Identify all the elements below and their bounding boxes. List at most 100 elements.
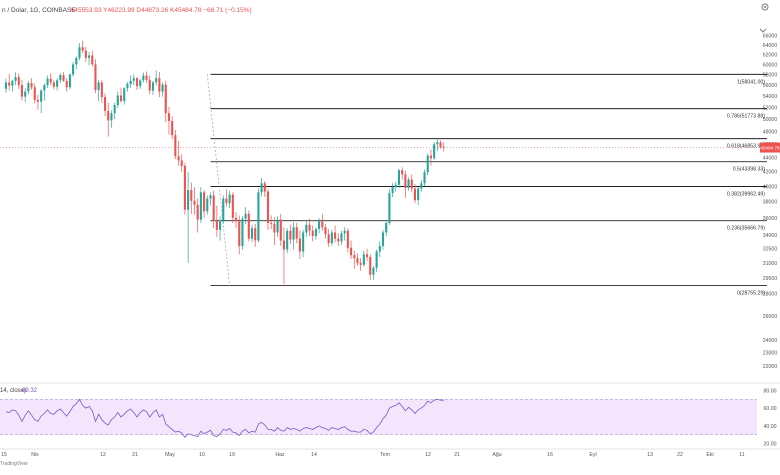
candle [142, 72, 145, 83]
candle-body [139, 80, 142, 87]
candle [78, 43, 81, 61]
candle [27, 80, 30, 95]
candle-body [439, 142, 442, 147]
candle-body [11, 80, 14, 86]
rsi-tick-label: 60.00 [764, 406, 777, 412]
candle-body [56, 80, 59, 87]
candle-body [404, 174, 407, 188]
candle [282, 227, 286, 284]
candle [46, 75, 49, 88]
candle [330, 229, 333, 246]
candle [305, 219, 308, 237]
fib-retracement[interactable]: 1(58041.00) 0.786(51773.88) 0.618(46853.90… [206, 73, 767, 296]
candle-body [436, 142, 439, 145]
candle-body [142, 75, 145, 81]
candle [397, 168, 401, 188]
candle [206, 195, 209, 215]
candle [334, 225, 337, 243]
candle-body [270, 222, 273, 224]
candle [381, 229, 385, 250]
candle-body [321, 221, 324, 228]
price-tick-label: 24000 [763, 338, 778, 344]
candle-body [426, 155, 429, 173]
candle-body [385, 222, 388, 233]
settings-icon[interactable] [761, 3, 769, 11]
candle-body [330, 232, 333, 244]
time-tick-label: May [165, 452, 175, 458]
candle-body [155, 78, 158, 83]
candle-body [298, 238, 301, 252]
candle [119, 87, 123, 103]
candle-body [203, 192, 206, 212]
candle-body [164, 84, 167, 114]
candle [177, 140, 180, 166]
candle [113, 102, 116, 120]
candle [391, 183, 394, 197]
candle-body [72, 64, 75, 75]
candle [167, 106, 170, 135]
candle [362, 250, 365, 267]
candle-body [250, 228, 254, 239]
candle-body [225, 198, 228, 204]
candle [88, 52, 91, 66]
candle-body [429, 155, 432, 159]
candle-body [279, 219, 282, 241]
candle [17, 73, 20, 89]
chevron-down-icon[interactable] [759, 28, 767, 33]
candle-body [43, 85, 46, 91]
candle-body [359, 262, 362, 265]
candle-body [260, 183, 263, 193]
candle [276, 216, 279, 237]
candle-body [103, 97, 107, 111]
price-tick-label: 40000 [763, 184, 778, 190]
candle [337, 233, 340, 246]
candle [295, 222, 298, 244]
candle-body [215, 221, 218, 230]
candle [129, 75, 132, 88]
candle [286, 228, 289, 254]
candle-body [59, 75, 62, 81]
candle-body [394, 184, 397, 188]
candle [100, 80, 103, 103]
candle-body [247, 213, 250, 239]
candle [107, 102, 110, 137]
candle-body [324, 227, 327, 235]
time-tick-label: Ağu [492, 452, 501, 458]
candle [292, 222, 295, 250]
candle-body [49, 78, 52, 83]
candle-body [375, 251, 378, 268]
last-price-badge [760, 142, 780, 153]
candle [401, 167, 404, 180]
candle-body [257, 192, 260, 241]
candle-body [244, 213, 247, 219]
candle [155, 70, 158, 86]
candle [123, 87, 126, 105]
price-tick-label: 36000 [763, 216, 778, 222]
price-tick-label: 32500 [763, 247, 778, 253]
candle [359, 258, 362, 271]
rsi-line [5, 398, 444, 439]
last-price-line: 45484.78 [0, 142, 780, 153]
candle [161, 82, 164, 97]
price-tick-label: 38000 [763, 200, 778, 206]
candle-body [148, 79, 151, 91]
candle [4, 78, 8, 93]
candle-body [196, 204, 199, 220]
candle-body [266, 191, 270, 223]
candle-body [391, 187, 394, 194]
candle-body [381, 232, 385, 246]
candle-body [46, 78, 49, 86]
candle-body [356, 258, 359, 263]
candle [49, 73, 52, 86]
candle [116, 91, 119, 108]
candle-body [107, 110, 110, 121]
candle-body [135, 78, 139, 87]
price-tick-label: 42000 [763, 170, 778, 176]
candle [20, 79, 24, 101]
candle [260, 178, 263, 197]
candle [145, 71, 148, 83]
time-axis: 15 Nis 12 21 May 10 19 Haz 14 Tem 12 21 Ağu 16 Eyl 13 22… [0, 448, 780, 458]
candle [180, 154, 183, 172]
candle-body [193, 200, 196, 205]
